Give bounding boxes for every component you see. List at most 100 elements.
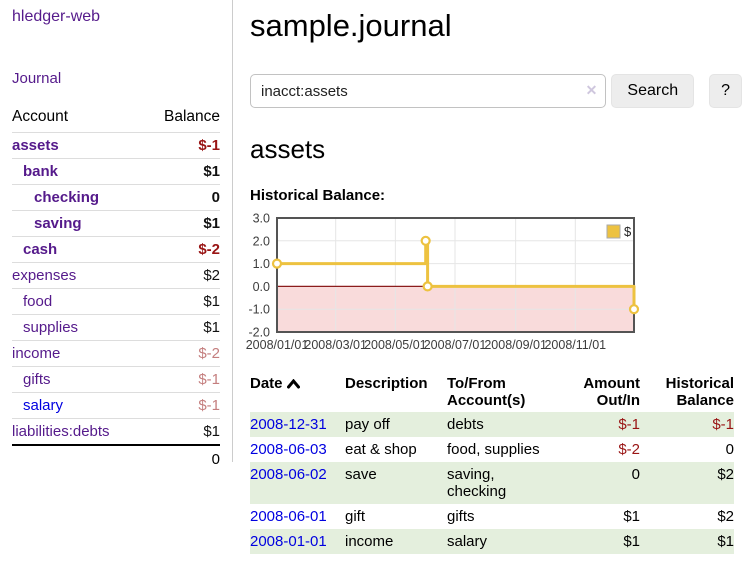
account-row: liabilities:debts $1 <box>12 418 220 445</box>
svg-text:1.0: 1.0 <box>253 257 270 271</box>
account-link[interactable]: food <box>23 293 53 310</box>
search-input-wrapper: ✕ <box>250 74 607 108</box>
account-row: expenses $2 <box>12 262 220 289</box>
transaction-date-link[interactable]: 2008-06-02 <box>250 466 327 483</box>
account-name-cell: liabilities:debts <box>12 418 145 445</box>
transaction-date-link[interactable]: 2008-06-03 <box>250 441 327 458</box>
transaction-accounts: saving, checking <box>447 466 507 500</box>
accounts-header-balance: Balance <box>163 108 220 125</box>
transaction-accounts: food, supplies <box>447 441 540 458</box>
account-heading: assets <box>250 134 326 164</box>
account-link[interactable]: assets <box>12 137 59 154</box>
register-header-row: Date Description To/From Account(s) Amou… <box>250 372 734 412</box>
accounts-total-row: 0 <box>12 444 220 473</box>
svg-text:2008/07/01: 2008/07/01 <box>424 338 487 352</box>
transaction-row: 2008-06-01 gift gifts $1 $2 <box>250 504 734 529</box>
account-balance: $1 <box>144 288 220 315</box>
account-link[interactable]: bank <box>23 163 59 180</box>
clear-search-icon[interactable]: ✕ <box>585 82 598 98</box>
account-link[interactable]: supplies <box>23 319 79 336</box>
account-link[interactable]: checking <box>34 189 100 206</box>
transaction-amount: $1 <box>623 533 640 550</box>
register-header-account: To/From Account(s) <box>447 375 526 409</box>
account-link[interactable]: saving <box>34 215 82 232</box>
brand-link[interactable]: hledger-web <box>12 8 101 25</box>
svg-text:3.0: 3.0 <box>253 212 270 226</box>
search-button[interactable]: Search <box>611 74 695 108</box>
account-balance: $1 <box>144 210 220 237</box>
account-row: cash $-2 <box>12 236 220 263</box>
transaction-description: gift <box>345 508 366 525</box>
spacer <box>12 444 145 473</box>
register-header-date[interactable]: Date <box>250 372 345 412</box>
svg-text:2.0: 2.0 <box>253 234 270 248</box>
account-balance: $-2 <box>144 236 220 263</box>
account-balance: $-1 <box>144 366 220 393</box>
account-name-cell: bank <box>12 158 145 185</box>
transaction-description: pay off <box>345 416 390 433</box>
account-balance: $1 <box>144 158 220 185</box>
register-header-balance: Historical Balance <box>665 375 734 409</box>
svg-text:2008/01/01: 2008/01/01 <box>246 338 309 352</box>
account-row: salary $-1 <box>12 392 220 419</box>
sidebar: hledger-web Journal Account Balance asse… <box>0 0 233 473</box>
transaction-amount: $-2 <box>618 441 640 458</box>
transaction-accounts: debts <box>447 416 484 433</box>
account-name-cell: income <box>12 340 145 367</box>
transaction-description: save <box>345 466 377 483</box>
transaction-amount: 0 <box>631 466 640 483</box>
transaction-date-cell: 2008-06-03 <box>250 437 345 462</box>
account-name-cell: gifts <box>12 366 145 393</box>
account-row: gifts $-1 <box>12 366 220 393</box>
transaction-date-link[interactable]: 2008-12-31 <box>250 416 327 433</box>
account-balance: $1 <box>144 314 220 341</box>
main-content: sample.journal ✕ Search ? assets Histori… <box>246 0 742 554</box>
transaction-balance: $2 <box>717 466 734 483</box>
register-header-amount: Amount Out/In <box>583 375 640 409</box>
account-row: income $-2 <box>12 340 220 367</box>
transaction-amount: $1 <box>623 508 640 525</box>
account-link[interactable]: cash <box>23 241 58 258</box>
svg-text:2008/03/01: 2008/03/01 <box>304 338 367 352</box>
historical-balance-chart: 2008/01/012008/03/012008/05/012008/07/01… <box>246 212 640 352</box>
account-balance: $-1 <box>144 392 220 419</box>
accounts-header-account: Account <box>12 108 69 125</box>
svg-text:2008/11/01: 2008/11/01 <box>544 338 606 352</box>
account-link[interactable]: liabilities:debts <box>12 423 110 440</box>
svg-text:-1.0: -1.0 <box>248 303 270 317</box>
account-link[interactable]: income <box>12 345 61 362</box>
svg-text:0.0: 0.0 <box>253 280 270 294</box>
transaction-row: 2008-06-02 save saving, checking 0 $2 <box>250 462 734 504</box>
search-input[interactable] <box>250 74 607 108</box>
account-balance: $-1 <box>144 132 220 159</box>
transaction-date-link[interactable]: 2008-01-01 <box>250 533 327 550</box>
account-name-cell: salary <box>12 392 145 419</box>
transaction-accounts: salary <box>447 533 488 550</box>
transaction-date-cell: 2008-12-31 <box>250 412 345 437</box>
account-link[interactable]: salary <box>23 397 64 414</box>
transaction-date-link[interactable]: 2008-06-01 <box>250 508 327 525</box>
account-row: supplies $1 <box>12 314 220 341</box>
svg-text:2008/09/01: 2008/09/01 <box>484 338 547 352</box>
transaction-accounts: gifts <box>447 508 475 525</box>
register-table: Date Description To/From Account(s) Amou… <box>250 372 734 554</box>
account-name-cell: expenses <box>12 262 145 289</box>
transaction-balance: $2 <box>717 508 734 525</box>
account-row: bank $1 <box>12 158 220 185</box>
account-name-cell: assets <box>12 132 145 159</box>
account-name-cell: saving <box>12 210 145 237</box>
account-balance: $1 <box>144 418 220 445</box>
transaction-balance: 0 <box>725 441 734 458</box>
account-link[interactable]: expenses <box>12 267 77 284</box>
transaction-row: 2008-06-03 eat & shop food, supplies $-2 0 <box>250 437 734 462</box>
accounts-table: Account Balance assets $-1 bank $1 checking 0… <box>12 103 220 473</box>
account-balance: 0 <box>144 184 220 211</box>
transaction-balance: $1 <box>717 533 734 550</box>
account-row: saving $1 <box>12 210 220 237</box>
account-balance: $2 <box>144 262 220 289</box>
chart-title: Historical Balance: <box>250 187 386 204</box>
help-button[interactable]: ? <box>709 74 742 108</box>
svg-text:-2.0: -2.0 <box>248 326 270 340</box>
sidebar-item-journal[interactable]: Journal <box>12 70 62 87</box>
account-link[interactable]: gifts <box>23 371 51 388</box>
